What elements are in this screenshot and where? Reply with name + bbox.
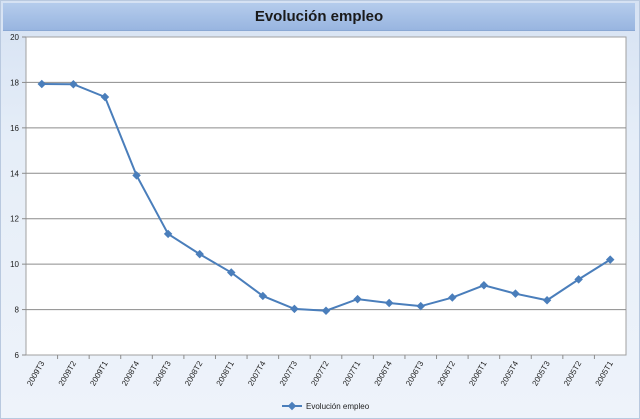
- x-tick-label: 2008T4: [120, 359, 142, 387]
- data-point-marker: [132, 171, 141, 180]
- x-tick-label: 2006T3: [404, 359, 426, 387]
- data-point-marker: [37, 79, 47, 89]
- y-tick-label: 16: [10, 124, 19, 133]
- x-tick-label: 2006T1: [467, 359, 489, 387]
- data-point-marker: [290, 304, 299, 314]
- legend-label: Evolución empleo: [306, 402, 370, 411]
- gridlines: [26, 81, 626, 311]
- y-tick-label: 18: [10, 78, 19, 87]
- legend: Evolución empleo: [282, 401, 370, 411]
- data-point-marker: [416, 301, 425, 311]
- x-tick-label: 2008T2: [183, 359, 205, 387]
- x-tick-label: 2007T2: [309, 359, 331, 387]
- chart-title: Evolución empleo: [254, 8, 384, 25]
- x-tick-label: 2009T3: [25, 359, 47, 387]
- chart-title-bar: Evolución empleo: [3, 3, 635, 31]
- legend-marker-icon: [287, 401, 297, 411]
- data-point-marker: [479, 281, 489, 290]
- data-point-marker: [100, 92, 110, 102]
- x-tick-label: 2005T4: [499, 359, 521, 387]
- data-point-marker: [227, 268, 236, 277]
- x-tick-label: 2005T1: [594, 359, 616, 387]
- x-tick-label: 2009T1: [88, 359, 110, 387]
- data-point-marker: [321, 306, 331, 315]
- y-axis: 6 8 10 12 14 16 18 20: [10, 33, 26, 360]
- data-point-marker: [448, 293, 457, 302]
- x-tick-label: 2007T4: [246, 359, 268, 387]
- y-tick-label: 20: [10, 33, 19, 42]
- y-tick-label: 10: [10, 260, 19, 269]
- data-point-marker: [353, 294, 362, 304]
- x-tick-label: 2007T3: [278, 359, 300, 387]
- plot-area: [25, 36, 627, 356]
- x-tick-label: 2008T3: [151, 359, 173, 387]
- data-point-marker: [163, 229, 173, 239]
- x-tick-label: 2008T1: [215, 359, 237, 387]
- data-point-marker: [258, 291, 268, 301]
- x-tick-label: 2006T2: [436, 359, 458, 387]
- x-tick-label: 2009T2: [57, 359, 79, 387]
- y-tick-label: 12: [10, 215, 19, 224]
- x-axis: 2009T3 2009T2 2009T1 2008T4 2008T3 2008T2 2008…: [25, 355, 615, 388]
- data-point-marker: [69, 80, 78, 89]
- x-tick-label: 2005T2: [562, 359, 584, 387]
- y-tick-label: 8: [15, 306, 20, 315]
- data-point-marker: [542, 296, 552, 305]
- x-tick-label: 2007T1: [341, 359, 363, 387]
- x-tick-label: 2006T4: [373, 359, 395, 387]
- data-point-marker: [574, 275, 583, 284]
- data-point-marker: [605, 255, 615, 264]
- data-point-marker: [511, 289, 520, 298]
- data-point-marker: [384, 298, 394, 308]
- x-tick-label: 2005T3: [530, 359, 552, 387]
- y-tick-label: 6: [15, 351, 20, 360]
- y-tick-label: 14: [10, 169, 19, 178]
